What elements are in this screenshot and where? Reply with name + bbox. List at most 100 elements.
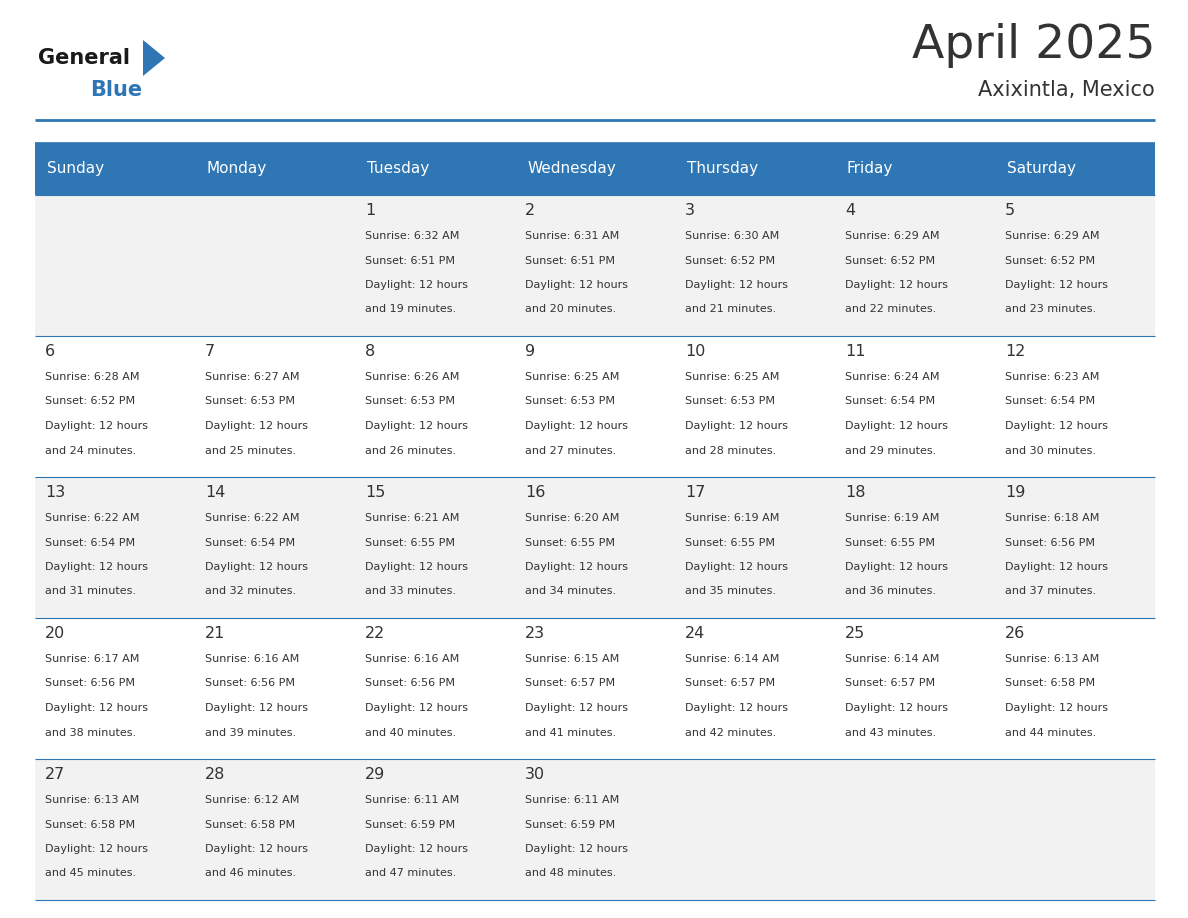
Bar [516, 759, 675, 900]
Text: 8: 8 [365, 344, 375, 359]
Text: and 37 minutes.: and 37 minutes. [1005, 587, 1097, 597]
Text: and 46 minutes.: and 46 minutes. [206, 868, 296, 879]
Text: Daylight: 12 hours: Daylight: 12 hours [206, 562, 308, 572]
Text: Blue: Blue [90, 80, 143, 100]
Text: Daylight: 12 hours: Daylight: 12 hours [525, 844, 628, 854]
Bar [516, 618, 675, 759]
Bar [34, 143, 195, 195]
Bar [195, 336, 355, 477]
Text: Daylight: 12 hours: Daylight: 12 hours [206, 421, 308, 431]
Text: Sunrise: 6:30 AM: Sunrise: 6:30 AM [685, 231, 779, 241]
Bar [34, 618, 195, 759]
Text: 16: 16 [525, 485, 545, 500]
Text: Sunset: 6:55 PM: Sunset: 6:55 PM [525, 538, 615, 547]
Text: Sunrise: 6:26 AM: Sunrise: 6:26 AM [365, 372, 460, 382]
Text: 23: 23 [525, 626, 545, 641]
Text: Daylight: 12 hours: Daylight: 12 hours [45, 421, 148, 431]
Text: Sunset: 6:52 PM: Sunset: 6:52 PM [845, 255, 935, 265]
Text: and 48 minutes.: and 48 minutes. [525, 868, 617, 879]
Text: General: General [38, 48, 129, 68]
Text: Daylight: 12 hours: Daylight: 12 hours [365, 280, 468, 290]
Bar [34, 195, 195, 336]
Bar [996, 195, 1155, 336]
Text: 22: 22 [365, 626, 385, 641]
Text: and 25 minutes.: and 25 minutes. [206, 445, 296, 455]
Text: Daylight: 12 hours: Daylight: 12 hours [365, 703, 468, 713]
Text: 18: 18 [845, 485, 866, 500]
Bar [355, 336, 516, 477]
Text: 6: 6 [45, 344, 55, 359]
Text: Daylight: 12 hours: Daylight: 12 hours [45, 703, 148, 713]
Text: Sunrise: 6:13 AM: Sunrise: 6:13 AM [45, 795, 139, 805]
Text: 26: 26 [1005, 626, 1025, 641]
Bar [195, 477, 355, 618]
Text: Sunset: 6:54 PM: Sunset: 6:54 PM [1005, 397, 1095, 407]
Text: Sunrise: 6:25 AM: Sunrise: 6:25 AM [685, 372, 779, 382]
Text: Sunset: 6:57 PM: Sunset: 6:57 PM [845, 678, 935, 688]
Text: and 24 minutes.: and 24 minutes. [45, 445, 137, 455]
Text: and 31 minutes.: and 31 minutes. [45, 587, 135, 597]
Text: 5: 5 [1005, 203, 1015, 218]
Text: and 38 minutes.: and 38 minutes. [45, 727, 137, 737]
Bar [835, 143, 996, 195]
Bar [675, 477, 835, 618]
Text: 21: 21 [206, 626, 226, 641]
Text: Sunset: 6:59 PM: Sunset: 6:59 PM [525, 820, 615, 830]
Bar [835, 336, 996, 477]
Text: Sunset: 6:54 PM: Sunset: 6:54 PM [206, 538, 295, 547]
Text: Sunset: 6:59 PM: Sunset: 6:59 PM [365, 820, 455, 830]
Text: Sunrise: 6:25 AM: Sunrise: 6:25 AM [525, 372, 619, 382]
Text: Sunset: 6:53 PM: Sunset: 6:53 PM [525, 397, 615, 407]
Text: Sunrise: 6:24 AM: Sunrise: 6:24 AM [845, 372, 940, 382]
Text: 3: 3 [685, 203, 695, 218]
Bar [996, 143, 1155, 195]
Text: Daylight: 12 hours: Daylight: 12 hours [845, 562, 948, 572]
Text: Daylight: 12 hours: Daylight: 12 hours [525, 280, 628, 290]
Text: and 34 minutes.: and 34 minutes. [525, 587, 617, 597]
Text: and 23 minutes.: and 23 minutes. [1005, 305, 1097, 315]
Text: Monday: Monday [207, 162, 267, 176]
Text: and 32 minutes.: and 32 minutes. [206, 587, 296, 597]
Text: Daylight: 12 hours: Daylight: 12 hours [525, 562, 628, 572]
Text: Sunset: 6:51 PM: Sunset: 6:51 PM [525, 255, 615, 265]
Bar [835, 195, 996, 336]
Text: and 33 minutes.: and 33 minutes. [365, 587, 456, 597]
Text: and 43 minutes.: and 43 minutes. [845, 727, 936, 737]
Text: Sunday: Sunday [48, 162, 105, 176]
Bar [675, 759, 835, 900]
Bar [675, 143, 835, 195]
Bar [355, 195, 516, 336]
Text: Daylight: 12 hours: Daylight: 12 hours [206, 844, 308, 854]
Text: and 19 minutes.: and 19 minutes. [365, 305, 456, 315]
Text: Sunrise: 6:22 AM: Sunrise: 6:22 AM [45, 513, 139, 523]
Text: 12: 12 [1005, 344, 1025, 359]
Text: Daylight: 12 hours: Daylight: 12 hours [45, 844, 148, 854]
Text: 1: 1 [365, 203, 375, 218]
Text: Sunset: 6:55 PM: Sunset: 6:55 PM [685, 538, 775, 547]
Text: and 36 minutes.: and 36 minutes. [845, 587, 936, 597]
Text: and 39 minutes.: and 39 minutes. [206, 727, 296, 737]
Text: Sunrise: 6:13 AM: Sunrise: 6:13 AM [1005, 654, 1099, 664]
Text: Sunset: 6:57 PM: Sunset: 6:57 PM [685, 678, 775, 688]
Text: Sunset: 6:54 PM: Sunset: 6:54 PM [845, 397, 935, 407]
Bar [355, 143, 516, 195]
Text: 25: 25 [845, 626, 865, 641]
Bar [195, 759, 355, 900]
Text: and 40 minutes.: and 40 minutes. [365, 727, 456, 737]
Bar [675, 336, 835, 477]
Text: and 22 minutes.: and 22 minutes. [845, 305, 936, 315]
Text: Daylight: 12 hours: Daylight: 12 hours [685, 703, 788, 713]
Text: Daylight: 12 hours: Daylight: 12 hours [845, 703, 948, 713]
Text: 29: 29 [365, 767, 385, 782]
Text: Daylight: 12 hours: Daylight: 12 hours [845, 280, 948, 290]
Text: 11: 11 [845, 344, 866, 359]
Polygon shape [143, 40, 165, 76]
Text: 17: 17 [685, 485, 706, 500]
Text: Daylight: 12 hours: Daylight: 12 hours [365, 562, 468, 572]
Bar [195, 618, 355, 759]
Text: 27: 27 [45, 767, 65, 782]
Text: and 21 minutes.: and 21 minutes. [685, 305, 776, 315]
Text: and 42 minutes.: and 42 minutes. [685, 727, 776, 737]
Text: Axixintla, Mexico: Axixintla, Mexico [978, 80, 1155, 100]
Text: and 35 minutes.: and 35 minutes. [685, 587, 776, 597]
